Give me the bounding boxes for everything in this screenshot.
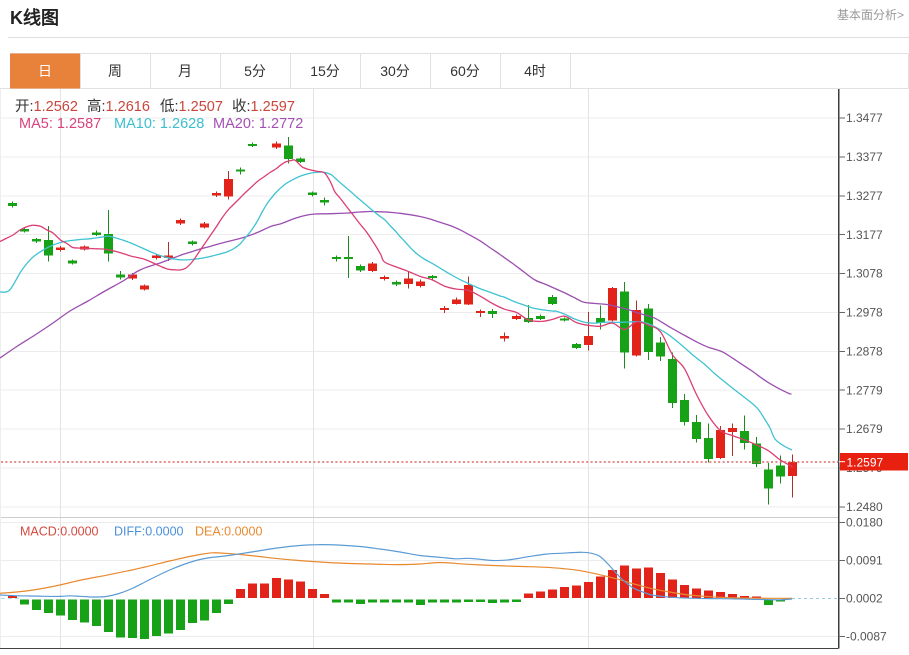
svg-text:周: 周: [108, 63, 122, 79]
svg-text:4时: 4时: [524, 63, 546, 79]
svg-text:1.3477: 1.3477: [846, 111, 883, 125]
svg-text:30分: 30分: [380, 63, 410, 79]
svg-text:0.0180: 0.0180: [846, 516, 883, 530]
svg-text:1.3377: 1.3377: [846, 150, 883, 164]
svg-text:月: 月: [178, 63, 192, 79]
svg-text:0.0002: 0.0002: [846, 592, 883, 606]
svg-text:1.3177: 1.3177: [846, 228, 883, 242]
svg-text:1.3277: 1.3277: [846, 189, 883, 203]
svg-text:日: 日: [38, 63, 52, 79]
svg-text:-0.0087: -0.0087: [846, 630, 887, 644]
svg-text:1.2978: 1.2978: [846, 306, 883, 320]
svg-text:基本面分析>: 基本面分析>: [837, 8, 904, 22]
svg-text:1.3078: 1.3078: [846, 267, 883, 281]
svg-text:K线图: K线图: [10, 7, 59, 28]
svg-text:1.2779: 1.2779: [846, 383, 883, 397]
svg-text:1.2480: 1.2480: [846, 500, 883, 514]
svg-text:15分: 15分: [310, 63, 340, 79]
svg-text:5分: 5分: [244, 63, 266, 79]
svg-text:60分: 60分: [450, 63, 480, 79]
svg-text:1.2597: 1.2597: [847, 455, 884, 469]
svg-text:1.2679: 1.2679: [846, 422, 883, 436]
svg-text:1.2878: 1.2878: [846, 345, 883, 359]
svg-text:0.0091: 0.0091: [846, 554, 883, 568]
